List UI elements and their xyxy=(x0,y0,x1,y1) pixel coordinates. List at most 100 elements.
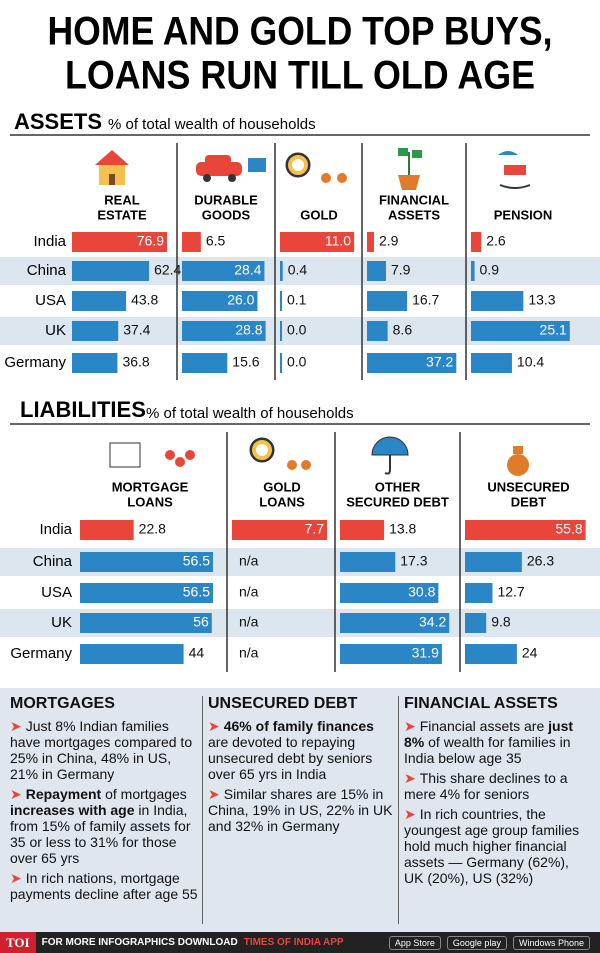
bar xyxy=(182,291,258,311)
bar xyxy=(465,644,517,664)
column-label: PENSION xyxy=(494,207,553,222)
column-label: FINANCIAL xyxy=(379,192,449,207)
column-label: GOLD xyxy=(263,479,301,494)
bar xyxy=(340,552,396,572)
column-label: LOANS xyxy=(259,494,305,509)
bar xyxy=(367,353,457,373)
value-label: 11.0 xyxy=(325,233,351,249)
value-label: 44 xyxy=(189,645,205,661)
value-label: 8.6 xyxy=(393,322,413,338)
note-bullet: In rich countries, the youngest age grou… xyxy=(404,806,592,886)
column-label: DEBT xyxy=(511,494,546,509)
bar xyxy=(80,644,184,664)
badge[interactable]: Windows Phone xyxy=(512,935,590,950)
note-bullet: This share declines to a mere 4% for sen… xyxy=(404,770,592,802)
value-label: 24 xyxy=(522,645,538,661)
bar xyxy=(340,613,450,633)
note-bullet: Repayment of mortgages increases with ag… xyxy=(10,786,198,866)
value-label: 22.8 xyxy=(139,521,166,537)
value-label: 26.3 xyxy=(527,553,554,569)
column-label: GOODS xyxy=(202,207,251,222)
footer: TOI FOR MORE INFOGRAPHICS DOWNLOAD TIMES… xyxy=(0,931,600,953)
value-label: 6.5 xyxy=(206,233,226,249)
value-label: 9.8 xyxy=(491,614,511,630)
country-label: USA xyxy=(41,584,72,601)
note-text: This share declines to a mere 4% for sen… xyxy=(404,770,568,802)
bar xyxy=(72,261,150,281)
value-label: 0.0 xyxy=(287,322,307,338)
note-bullet: Similar shares are 15% in China, 19% in … xyxy=(208,786,396,834)
note-text: of wealth for families in India below ag… xyxy=(404,734,571,766)
bar xyxy=(340,583,439,603)
value-label: 12.7 xyxy=(497,584,524,600)
badge[interactable]: Google play xyxy=(446,935,507,950)
value-label: 28.4 xyxy=(234,262,261,278)
value-label: 62.4 xyxy=(154,262,181,278)
value-label: 30.8 xyxy=(408,584,435,600)
value-label: 36.8 xyxy=(122,354,149,370)
note-text: Financial assets are xyxy=(419,718,549,734)
brand: TOI xyxy=(0,931,36,953)
note-column: FINANCIAL ASSETS Financial assets are jus… xyxy=(404,696,592,890)
bar xyxy=(72,353,118,373)
note-bullet: Financial assets are just 8% of wealth f… xyxy=(404,718,592,766)
value-label: n/a xyxy=(239,645,259,661)
icon-gold xyxy=(285,152,347,183)
title-line: HOME AND GOLD TOP BUYS, xyxy=(48,10,553,54)
bar xyxy=(72,232,167,252)
value-label: 55.8 xyxy=(555,521,582,537)
bar xyxy=(367,321,388,341)
value-label: 76.9 xyxy=(137,233,164,249)
value-label: 0.9 xyxy=(480,262,500,278)
icon-chair xyxy=(498,151,531,189)
title-line: LOANS RUN TILL OLD AGE xyxy=(65,54,535,98)
bar xyxy=(280,261,283,281)
footer-app: TIMES OF INDIA APP xyxy=(243,937,344,948)
bar xyxy=(465,613,487,633)
section-subtitle: % of total wealth of households xyxy=(108,116,316,133)
bar xyxy=(80,583,213,603)
column-label: MORTGAGE xyxy=(112,479,189,494)
icon-gold xyxy=(249,437,311,470)
icon-coins xyxy=(109,442,195,468)
bar xyxy=(367,232,374,252)
note-text: are devoted to repaying unsecured debt b… xyxy=(208,734,373,782)
bar xyxy=(182,321,266,341)
bar xyxy=(471,353,512,373)
note-bullet: Just 8% Indian families have mortgages c… xyxy=(10,718,198,782)
column-label: LOANS xyxy=(127,494,173,509)
note-bullet: 46% of family finances are devoted to re… xyxy=(208,718,396,782)
column-label: OTHER xyxy=(375,479,421,494)
footer-text: FOR MORE INFOGRAPHICS DOWNLOAD xyxy=(41,937,238,948)
note-divider xyxy=(202,696,203,924)
value-label: 56.5 xyxy=(183,584,210,600)
country-label: UK xyxy=(45,322,66,339)
icon-car xyxy=(196,155,266,182)
bar xyxy=(471,321,570,341)
note-text: increases with age xyxy=(10,802,135,818)
value-label: 26.0 xyxy=(227,292,254,308)
bar xyxy=(340,520,385,540)
country-label: Germany xyxy=(4,354,66,371)
note-heading: UNSECURED DEBT xyxy=(208,695,358,712)
bar xyxy=(367,291,408,311)
note-text: In rich nations, mortgage payments decli… xyxy=(10,870,198,902)
bar xyxy=(471,261,475,281)
value-label: 13.8 xyxy=(389,521,416,537)
value-label: 0.0 xyxy=(287,354,307,370)
value-label: 7.9 xyxy=(391,262,411,278)
bar xyxy=(280,353,282,373)
column-label: ASSETS xyxy=(388,207,440,222)
badge[interactable]: App Store xyxy=(388,935,441,950)
country-label: India xyxy=(39,521,72,538)
note-text: In rich countries, the youngest age grou… xyxy=(404,806,580,886)
value-label: 0.4 xyxy=(288,262,308,278)
column-label: REAL xyxy=(104,192,139,207)
bar xyxy=(72,321,119,341)
note-text: just 8% xyxy=(404,718,574,750)
note-text: 46% of family finances xyxy=(223,718,374,734)
bar xyxy=(232,520,327,540)
section-subtitle: % of total wealth of households xyxy=(146,405,354,422)
notes-panel: MORTGAGES Just 8% Indian families have mo… xyxy=(0,688,600,932)
